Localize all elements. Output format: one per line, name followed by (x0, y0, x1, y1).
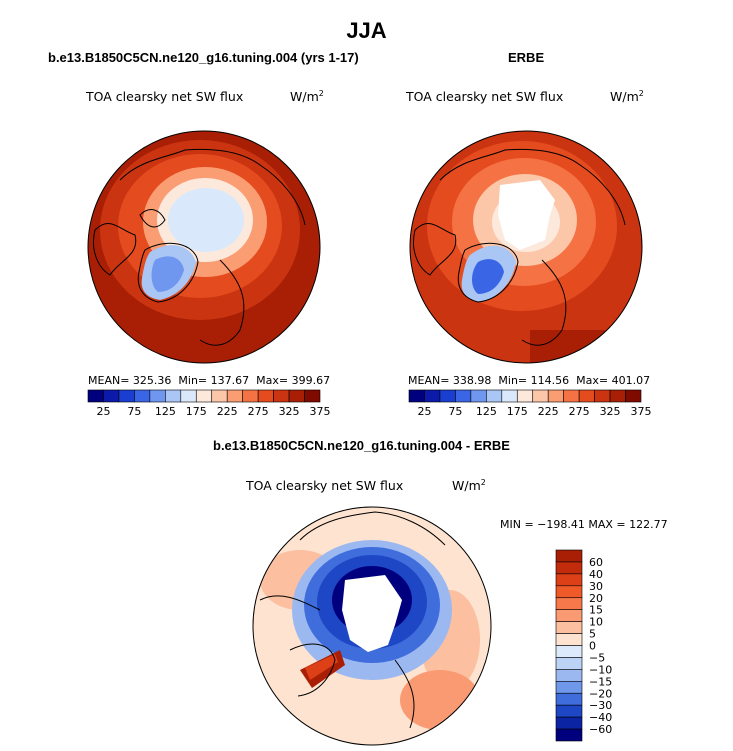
colorbar-swatch (555, 609, 583, 622)
colorbar-tick-label: 5 (589, 628, 596, 641)
colorbar-swatch (424, 389, 441, 403)
colorbar-swatch (439, 389, 456, 403)
colorbar-swatch (304, 389, 321, 403)
colorbar-tick-label: −5 (589, 651, 605, 664)
colorbar-tick-label: 125 (155, 405, 176, 418)
colorbar-swatch (103, 389, 120, 403)
colorbar-swatch (555, 585, 583, 599)
colorbar-swatch (609, 389, 626, 403)
polar-map-obs (409, 130, 643, 364)
colorbar-tick-label: −60 (589, 723, 612, 736)
panel-title-model: b.e13.B1850C5CN.ne120_g16.tuning.004 (yr… (48, 50, 359, 65)
colorbar-tick-label: 175 (186, 405, 207, 418)
polar-map-diff (252, 506, 492, 746)
units-label-model: W/m2 (290, 89, 324, 105)
colorbar-swatch (408, 389, 425, 403)
colorbar-model: 25 75 125 175 225 275 325 375 (87, 389, 331, 418)
main-title: JJA (346, 18, 387, 43)
colorbar-tick-label: 175 (507, 405, 528, 418)
colorbar-swatch (486, 389, 503, 403)
colorbar-tick-label: 20 (589, 592, 603, 605)
stats-model: MEAN= 325.36 Min= 137.67 Max= 399.67 (88, 374, 331, 387)
colorbar-swatch (578, 389, 595, 403)
colorbar-tick-label: 10 (589, 616, 603, 629)
colorbar-swatch (625, 389, 642, 403)
colorbar-swatch (555, 692, 583, 706)
colorbar-tick-label: −20 (589, 687, 612, 700)
colorbar-swatch (273, 389, 290, 403)
colorbar-tick-label: −15 (589, 675, 612, 688)
units-label-obs: W/m2 (610, 89, 644, 105)
colorbar-tick-label: −40 (589, 711, 612, 724)
colorbar-tick-label: 275 (248, 405, 269, 418)
colorbar-tick-label: 0 (589, 640, 596, 653)
colorbar-swatch (555, 645, 583, 658)
stats-diff: MIN = −198.41 MAX = 122.77 (500, 518, 668, 531)
colorbar-tick-label: 15 (589, 604, 603, 617)
colorbar-swatch (118, 389, 135, 403)
colorbar-swatch (501, 389, 518, 403)
colorbar-swatch (555, 669, 583, 682)
colorbar-tick-label: 75 (448, 405, 462, 418)
colorbar-swatch (555, 728, 583, 742)
colorbar-swatch (555, 716, 583, 730)
colorbar-swatch (555, 561, 583, 575)
colorbar-swatch (226, 389, 243, 403)
colorbar-tick-label: −10 (589, 663, 612, 676)
stats-obs: MEAN= 338.98 Min= 114.56 Max= 401.07 (408, 374, 651, 387)
colorbar-tick-label: 60 (589, 556, 603, 569)
colorbar-tick-label: 25 (96, 405, 110, 418)
colorbar-swatch (516, 389, 534, 403)
colorbar-tick-label: 325 (600, 405, 621, 418)
colorbar-swatch (242, 389, 259, 403)
colorbar-swatch (532, 389, 549, 403)
colorbar-swatch (594, 389, 611, 403)
colorbar-swatch (555, 681, 583, 694)
polar-map-model (87, 130, 321, 364)
units-label-diff: W/m2 (452, 478, 486, 494)
colorbar-swatch (555, 573, 583, 587)
colorbar-tick-label: −30 (589, 699, 612, 712)
colorbar-tick-label: 25 (417, 405, 431, 418)
colorbar-tick-label: 75 (127, 405, 141, 418)
colorbar-swatch (555, 621, 583, 634)
colorbar-tick-label: 375 (310, 405, 331, 418)
colorbar-tick-label: 225 (538, 405, 559, 418)
colorbar-swatch (149, 389, 166, 403)
colorbar-tick-label: 30 (589, 580, 603, 593)
colorbar-swatch (547, 389, 564, 403)
field-label-obs: TOA clearsky net SW flux (406, 89, 564, 104)
colorbar-tick-label: 325 (279, 405, 300, 418)
colorbar-swatch (87, 389, 104, 403)
colorbar-tick-label: 40 (589, 568, 603, 581)
colorbar-swatch (470, 389, 487, 403)
colorbar-swatch (455, 389, 472, 403)
colorbar-tick-label: 125 (476, 405, 497, 418)
colorbar-swatch (180, 389, 197, 403)
field-label-model: TOA clearsky net SW flux (86, 89, 244, 104)
colorbar-swatch (211, 389, 228, 403)
colorbar-swatch (555, 704, 583, 718)
colorbar-tick-label: 225 (217, 405, 238, 418)
colorbar-swatch (134, 389, 151, 403)
colorbar-swatch (555, 633, 583, 646)
colorbar-swatch (288, 389, 305, 403)
colorbar-swatch (257, 389, 274, 403)
colorbar-swatch (555, 657, 583, 670)
panel-title-diff: b.e13.B1850C5CN.ne120_g16.tuning.004 - E… (213, 438, 510, 453)
panel-title-obs: ERBE (508, 50, 545, 65)
colorbar-swatch (165, 389, 182, 403)
colorbar-swatch (563, 389, 580, 403)
field-label-diff: TOA clearsky net SW flux (246, 478, 404, 493)
colorbar-swatch (555, 597, 583, 610)
colorbar-swatch (195, 389, 213, 403)
colorbar-swatch (555, 549, 583, 563)
colorbar-obs: 25 75 125 175 225 275 325 375 (408, 389, 652, 418)
colorbar-tick-label: 275 (569, 405, 590, 418)
colorbar-tick-label: 375 (631, 405, 652, 418)
